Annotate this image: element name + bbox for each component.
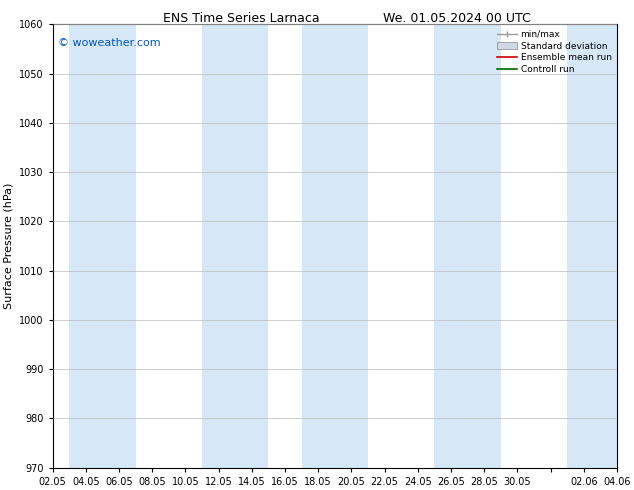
Bar [567, 24, 633, 467]
Text: ENS Time Series Larnaca: ENS Time Series Larnaca [162, 12, 320, 25]
Bar [69, 24, 136, 467]
Bar [202, 24, 268, 467]
Text: We. 01.05.2024 00 UTC: We. 01.05.2024 00 UTC [382, 12, 531, 25]
Bar [302, 24, 368, 467]
Bar [434, 24, 501, 467]
Text: © woweather.com: © woweather.com [58, 38, 161, 48]
Y-axis label: Surface Pressure (hPa): Surface Pressure (hPa) [3, 183, 13, 309]
Legend: min/max, Standard deviation, Ensemble mean run, Controll run: min/max, Standard deviation, Ensemble me… [493, 26, 615, 77]
